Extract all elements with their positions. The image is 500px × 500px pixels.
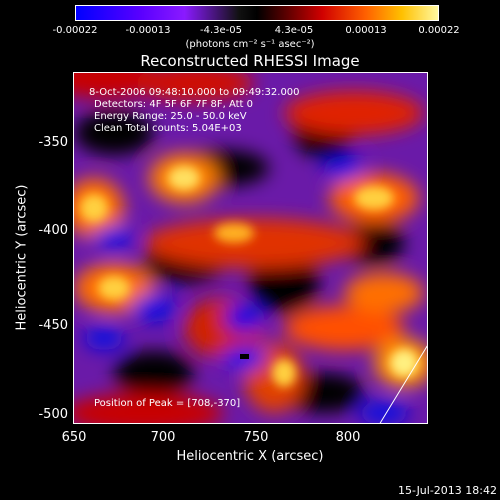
colorbar-tick: -0.00013 xyxy=(125,25,171,36)
y-tick-label: -400 xyxy=(38,223,68,238)
colorbar xyxy=(75,5,439,21)
annotation-peak: Position of Peak = [708,-370] xyxy=(94,398,241,409)
x-axis-label: Heliocentric X (arcsec) xyxy=(176,449,324,464)
colorbar-tick: 4.3e-05 xyxy=(274,25,314,36)
annotation-energy: Energy Range: 25.0 - 50.0 keV xyxy=(94,111,247,122)
colorbar-tick: -0.00022 xyxy=(52,25,98,36)
colorbar-tick: 0.00013 xyxy=(345,25,387,36)
x-tick-label: 700 xyxy=(150,430,176,445)
y-tick-label: -350 xyxy=(38,135,68,150)
annotation-detectors: Detectors: 4F 5F 6F 7F 8F, Att 0 xyxy=(94,99,254,110)
annotation-clean: Clean Total counts: 5.04E+03 xyxy=(94,123,242,134)
x-tick-label: 650 xyxy=(61,430,87,445)
annotation-time: 8-Oct-2006 09:48:10.000 to 09:49:32.000 xyxy=(89,87,300,98)
colorbar-tick: 0.00022 xyxy=(418,25,460,36)
y-tick-label: -500 xyxy=(38,407,68,422)
y-tick-label: -450 xyxy=(38,318,68,333)
image-plot: 8-Oct-2006 09:48:10.000 to 09:49:32.000 … xyxy=(73,72,428,424)
rhessi-image xyxy=(74,73,427,423)
timestamp: 15-Jul-2013 18:42 xyxy=(397,484,497,497)
colorbar-tick: -4.3e-05 xyxy=(200,25,242,36)
colorbar-units: (photons cm⁻² s⁻¹ asec⁻²) xyxy=(185,39,315,50)
image-title: Reconstructed RHESSI Image xyxy=(140,52,360,70)
x-tick-label: 750 xyxy=(243,430,269,445)
y-axis-label: Heliocentric Y (arcsec) xyxy=(14,184,30,331)
x-tick-label: 800 xyxy=(335,430,361,445)
